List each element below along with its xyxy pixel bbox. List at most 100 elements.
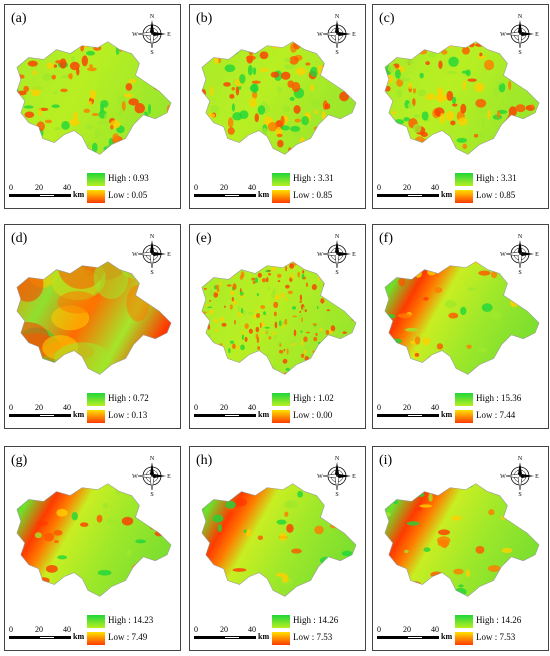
north-arrow-compass-icon: N S E W [500, 11, 540, 56]
map-pixel-cluster [89, 64, 93, 68]
map-pixel-cluster [201, 510, 204, 519]
map-pixel-cluster [445, 110, 455, 121]
map-pixel-cluster [446, 70, 458, 74]
map-pixel-cluster [351, 81, 357, 90]
map-pixel-cluster [149, 575, 163, 583]
legend-high-label: High : 3.31 [476, 173, 517, 183]
scale-segment [194, 194, 224, 197]
map-pixel-cluster [404, 327, 419, 332]
map-surface [384, 261, 540, 375]
map-pixel-cluster [391, 372, 400, 375]
map-pixel-cluster [491, 483, 505, 491]
map-pixel-cluster [123, 93, 134, 98]
map-pixel-cluster [424, 590, 430, 597]
map-pixel-cluster [384, 261, 388, 264]
map-pixel-cluster [228, 348, 231, 354]
map-pixel-cluster [292, 315, 298, 318]
map-pixel-cluster [143, 130, 153, 137]
map-pixel-cluster [479, 52, 483, 57]
map-pixel-cluster [232, 343, 236, 350]
map-pixel-cluster [460, 306, 467, 316]
map-pixel-cluster [399, 77, 411, 82]
map-pixel-cluster [291, 306, 297, 310]
map-pixel-cluster [396, 88, 403, 98]
map-pixel-cluster [232, 568, 247, 572]
compass-w: W [132, 252, 138, 258]
map-pixel-cluster [69, 61, 80, 71]
map-pixel-cluster [333, 358, 337, 365]
map-pixel-cluster [201, 43, 203, 50]
map-pixel-cluster [294, 118, 301, 123]
legend: High : 14.26 Low : 7.53 [272, 613, 364, 647]
map-pixel-cluster [79, 522, 89, 527]
map-pixel-cluster [284, 318, 288, 325]
map-pixel-cluster [69, 118, 80, 126]
scale-tick-0: 0 [9, 625, 13, 634]
map-pixel-cluster [227, 368, 232, 375]
map-pixel-cluster [276, 133, 283, 138]
legend-low-label: Low : 0.85 [476, 190, 516, 200]
map-pixel-cluster [166, 500, 172, 510]
map-pixel-cluster [344, 351, 348, 358]
map-pixel-cluster [461, 46, 470, 55]
map-pixel-cluster [279, 343, 282, 347]
map-pixel-cluster [426, 136, 435, 147]
map-pixel-cluster [196, 81, 201, 84]
map-panel: (i) N S E W 0 20 40 km High : 14.26 Low … [372, 446, 549, 651]
map-pixel-cluster [257, 272, 262, 278]
map-pixel-cluster [349, 356, 353, 358]
map-panel: (e) N S E W 0 20 40 km High : 1.02 Low :… [189, 224, 366, 429]
map-pixel-cluster [203, 287, 207, 290]
legend-high-label: High : 14.26 [293, 615, 339, 625]
map-pixel-cluster [281, 575, 289, 583]
map-pixel-cluster [313, 336, 318, 342]
map-pixel-cluster [47, 148, 54, 155]
map-pixel-cluster [349, 346, 354, 349]
map-pixel-cluster [504, 151, 512, 155]
map-pixel-cluster [310, 99, 321, 108]
map-pixel-cluster [524, 136, 529, 141]
compass-s: S [150, 270, 153, 275]
legend-high-swatch [455, 393, 473, 406]
map-pixel-cluster [487, 565, 501, 572]
map-pixel-cluster [159, 119, 169, 131]
raster-map [201, 483, 357, 597]
map-pixel-cluster [291, 548, 302, 554]
map-pixel-cluster [57, 291, 98, 314]
map-pixel-cluster [209, 86, 214, 97]
map-pixel-cluster [270, 41, 280, 49]
map-pixel-cluster [489, 42, 495, 48]
map-pixel-cluster [25, 128, 32, 135]
map-pixel-cluster [292, 41, 301, 50]
scale-unit: km [441, 410, 453, 419]
compass-s: S [335, 50, 338, 55]
map-pixel-cluster [310, 341, 314, 347]
map-pixel-cluster [106, 517, 117, 525]
scale-tick-40: 40 [248, 403, 256, 412]
map-pixel-cluster [227, 127, 235, 135]
region-boundary [384, 41, 540, 155]
map-pixel-cluster [286, 523, 294, 533]
scale-tick-20: 20 [220, 625, 228, 634]
map-pixel-cluster [326, 286, 329, 292]
map-pixel-cluster [380, 137, 385, 146]
map-pixel-cluster [286, 348, 289, 355]
map-pixel-cluster [53, 91, 58, 95]
map-pixel-cluster [295, 67, 307, 76]
legend: High : 3.31 Low : 0.85 [455, 171, 547, 205]
map-pixel-cluster [226, 284, 232, 287]
map-pixel-cluster [428, 53, 437, 58]
map-pixel-cluster [210, 262, 213, 266]
map-pixel-cluster [475, 545, 485, 554]
map-pixel-cluster [448, 56, 459, 67]
scale-segment [377, 636, 407, 639]
compass-w: W [132, 32, 138, 38]
map-pixel-cluster [304, 142, 309, 149]
map-pixel-cluster [277, 273, 282, 278]
map-pixel-cluster [126, 43, 131, 53]
scale-tick-0: 0 [194, 403, 198, 412]
compass-n: N [518, 456, 523, 462]
map-pixel-cluster [311, 284, 317, 291]
scale-bar: 0 20 40 km [9, 183, 89, 205]
map-pixel-cluster [144, 483, 155, 489]
